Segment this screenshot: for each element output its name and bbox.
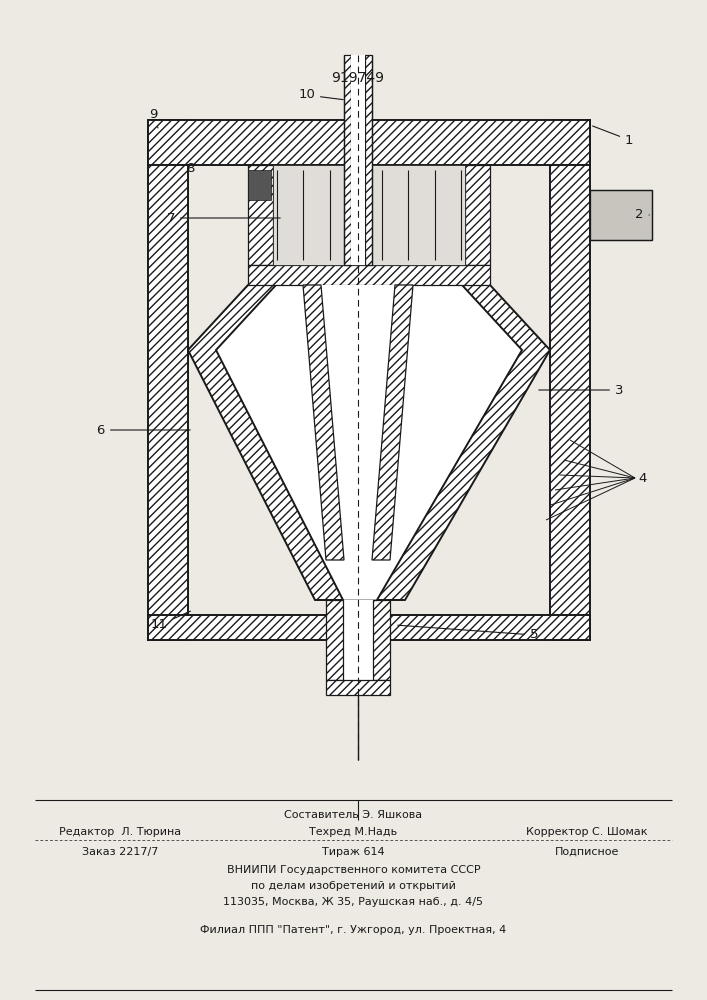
Polygon shape [326, 680, 390, 695]
Text: Тираж 614: Тираж 614 [322, 847, 385, 857]
Text: 9: 9 [150, 108, 158, 128]
Polygon shape [373, 600, 390, 680]
Text: 11: 11 [151, 611, 190, 632]
Polygon shape [248, 165, 273, 265]
Text: 4: 4 [638, 472, 646, 485]
Text: 8: 8 [187, 161, 195, 174]
Polygon shape [326, 600, 343, 680]
Text: Техред М.Надь: Техред М.Надь [310, 827, 397, 837]
Polygon shape [273, 165, 465, 265]
Polygon shape [188, 165, 550, 615]
Text: Составитель Э. Яшкова: Составитель Э. Яшкова [284, 810, 423, 820]
Text: 6: 6 [97, 424, 190, 436]
Bar [248, 170, 271, 200]
Polygon shape [590, 190, 652, 240]
Text: 919749: 919749 [332, 71, 385, 85]
Text: ВНИИПИ Государственного комитета СССР: ВНИИПИ Государственного комитета СССР [227, 865, 480, 875]
Text: Заказ 2217/7: Заказ 2217/7 [82, 847, 158, 857]
Polygon shape [248, 265, 490, 285]
Text: 113035, Москва, Ж 35, Раушская наб., д. 4/5: 113035, Москва, Ж 35, Раушская наб., д. … [223, 897, 484, 907]
Text: 2: 2 [635, 209, 649, 222]
Polygon shape [148, 120, 590, 165]
Text: 10: 10 [298, 89, 343, 102]
Text: 5: 5 [398, 625, 539, 642]
Polygon shape [344, 55, 351, 265]
Polygon shape [365, 55, 372, 265]
Polygon shape [343, 600, 373, 680]
Polygon shape [148, 615, 590, 640]
Polygon shape [351, 55, 365, 265]
Text: 1: 1 [592, 126, 633, 146]
Polygon shape [321, 285, 395, 560]
Polygon shape [550, 120, 590, 640]
Polygon shape [465, 165, 490, 265]
Polygon shape [148, 120, 188, 640]
Text: Корректор С. Шомак: Корректор С. Шомак [526, 827, 648, 837]
Text: 7: 7 [167, 212, 280, 225]
Polygon shape [303, 285, 344, 560]
Text: Филиал ППП "Патент", г. Ужгород, ул. Проектная, 4: Филиал ППП "Патент", г. Ужгород, ул. Про… [200, 925, 507, 935]
Polygon shape [216, 285, 522, 600]
Polygon shape [377, 285, 550, 600]
Text: Редактор  Л. Тюрина: Редактор Л. Тюрина [59, 827, 181, 837]
Text: 3: 3 [539, 383, 624, 396]
Text: по делам изобретений и открытий: по делам изобретений и открытий [251, 881, 456, 891]
Text: Подписное: Подписное [554, 847, 619, 857]
Polygon shape [188, 285, 343, 600]
Polygon shape [372, 285, 413, 560]
